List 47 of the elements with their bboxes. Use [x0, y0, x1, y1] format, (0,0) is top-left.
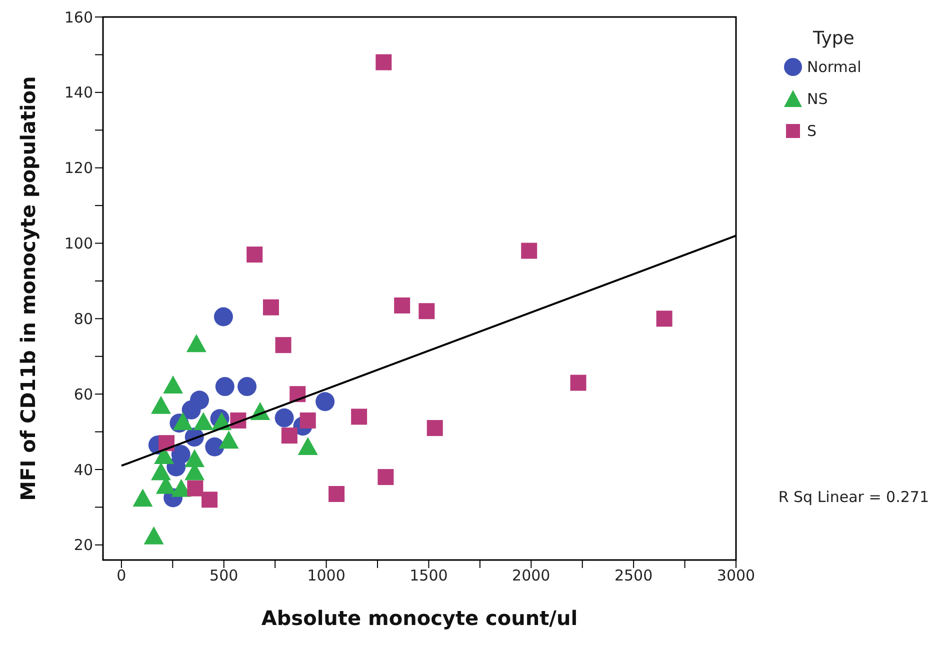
point [182, 400, 201, 420]
point [274, 408, 294, 428]
text: R Sq Linear = 0.271 [778, 488, 929, 506]
x-tick-label: 0 [116, 566, 126, 585]
x-tick-label: 3000 [716, 566, 756, 585]
x-tick-label: 1500 [410, 566, 448, 585]
point [262, 299, 279, 316]
x-tick-label: 2000 [512, 566, 550, 585]
point [521, 242, 538, 259]
point [238, 377, 257, 396]
x-tick-label: 2500 [614, 566, 653, 585]
point [394, 297, 410, 314]
point [378, 469, 394, 486]
y-tick-label: 80 [74, 310, 93, 328]
point [205, 437, 224, 456]
point [418, 303, 435, 320]
y-tick-label: 40 [74, 460, 93, 479]
point [275, 337, 292, 354]
legend-label: Normal [807, 58, 862, 76]
point [328, 486, 345, 502]
y-tick-label: 120 [64, 159, 93, 178]
point [187, 480, 204, 496]
point [214, 307, 233, 326]
x-tick-label: 1000 [307, 566, 346, 585]
y-axis-title: MFI of CD11b in monocyte population [16, 76, 40, 501]
y-tick-label: 140 [64, 84, 93, 102]
legend-title: Type [813, 28, 856, 49]
legend-label: S [807, 122, 817, 140]
legend-label: NS [807, 90, 828, 108]
point [351, 408, 368, 425]
point [300, 412, 316, 428]
y-tick-label: 100 [64, 234, 93, 253]
x-axis-title: Absolute monocyte count/ul [261, 606, 578, 630]
point [202, 492, 218, 508]
point [281, 428, 298, 444]
y-tick-label: 160 [64, 8, 93, 26]
point [171, 444, 190, 464]
point [656, 310, 672, 327]
y-tick-label: 20 [74, 536, 93, 554]
y-tick-label: 60 [74, 385, 93, 404]
point [426, 420, 443, 436]
point [316, 392, 335, 412]
point [376, 54, 392, 70]
x-tick-label: 500 [210, 566, 238, 585]
point [570, 374, 586, 391]
point [246, 246, 263, 263]
point [215, 377, 234, 396]
